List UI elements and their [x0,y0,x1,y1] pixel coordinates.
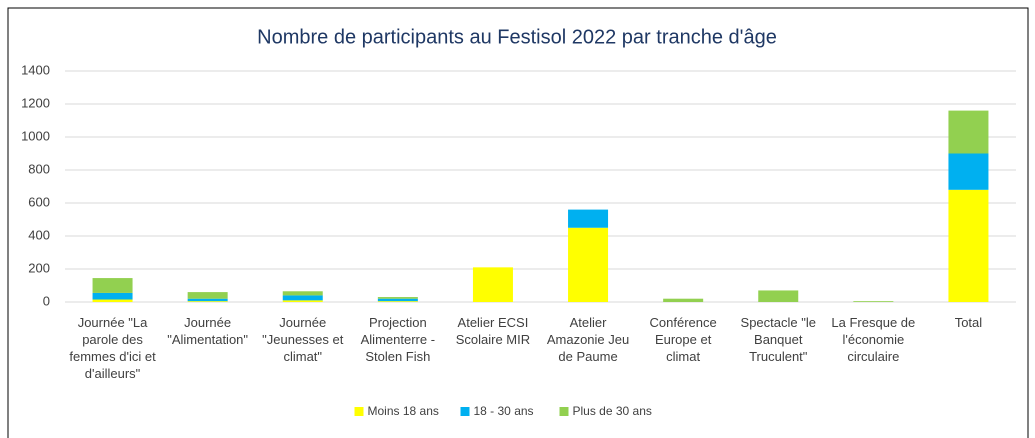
x-tick-label: Journée "La parole des femmes d'ici et d… [69,315,156,381]
bar-segment [377,298,418,302]
x-tick-label: Atelier ECSI Scolaire MIR [455,315,531,347]
x-tick-label: Conférence Europe et climat [649,315,717,364]
bar-segment [948,189,989,302]
legend-label: 18 - 30 ans [474,404,534,418]
bar-segment [92,278,133,293]
bar-segment [568,209,609,228]
bar-segment [187,292,228,299]
bar-segment [948,153,989,190]
bar-segment [472,267,513,302]
x-tick-label: La Fresque de l'économie circulaire [831,315,916,364]
bar-segment [92,299,133,302]
x-tick-label: Journée "Jeunesses et climat" [262,315,344,364]
x-tick-label: Projection Alimenterre - Stolen Fish [360,315,436,364]
bar-segment [377,301,418,302]
y-tick-label: 600 [28,194,50,209]
y-tick-label: 400 [28,227,50,242]
y-tick-label: 1000 [21,128,50,143]
legend-label: Moins 18 ans [368,404,439,418]
bar-segment [568,227,609,302]
chart-title: Nombre de participants au Festisol 2022 … [257,26,777,48]
y-tick-label: 1200 [21,95,50,110]
bar-segment [282,295,323,301]
bar-segment [948,110,989,154]
bar-segment [282,300,323,302]
bar-segment [282,291,323,296]
bar-segment [758,290,799,302]
legend-swatch [460,407,470,416]
y-tick-label: 800 [28,161,50,176]
x-tick-label: Journée "Alimentation" [167,315,249,347]
y-tick-label: 200 [28,260,50,275]
legend-label: Plus de 30 ans [573,404,652,418]
bar-segment [663,298,704,302]
legend-swatch [354,407,364,416]
x-tick-label: Total [954,315,983,330]
y-tick-label: 0 [43,293,50,308]
bar-segment [853,301,894,302]
bar-segment [187,301,228,302]
bar-segment [92,292,133,300]
x-tick-label: Spectacle "le Banquet Truculent" [740,315,816,364]
x-tick-label: Atelier Amazonie Jeu de Paume [546,315,630,364]
y-tick-label: 1400 [21,62,50,77]
chart-border [7,7,1029,438]
legend-swatch [559,407,569,416]
bar-segment [187,298,228,302]
bar-segment [377,297,418,299]
